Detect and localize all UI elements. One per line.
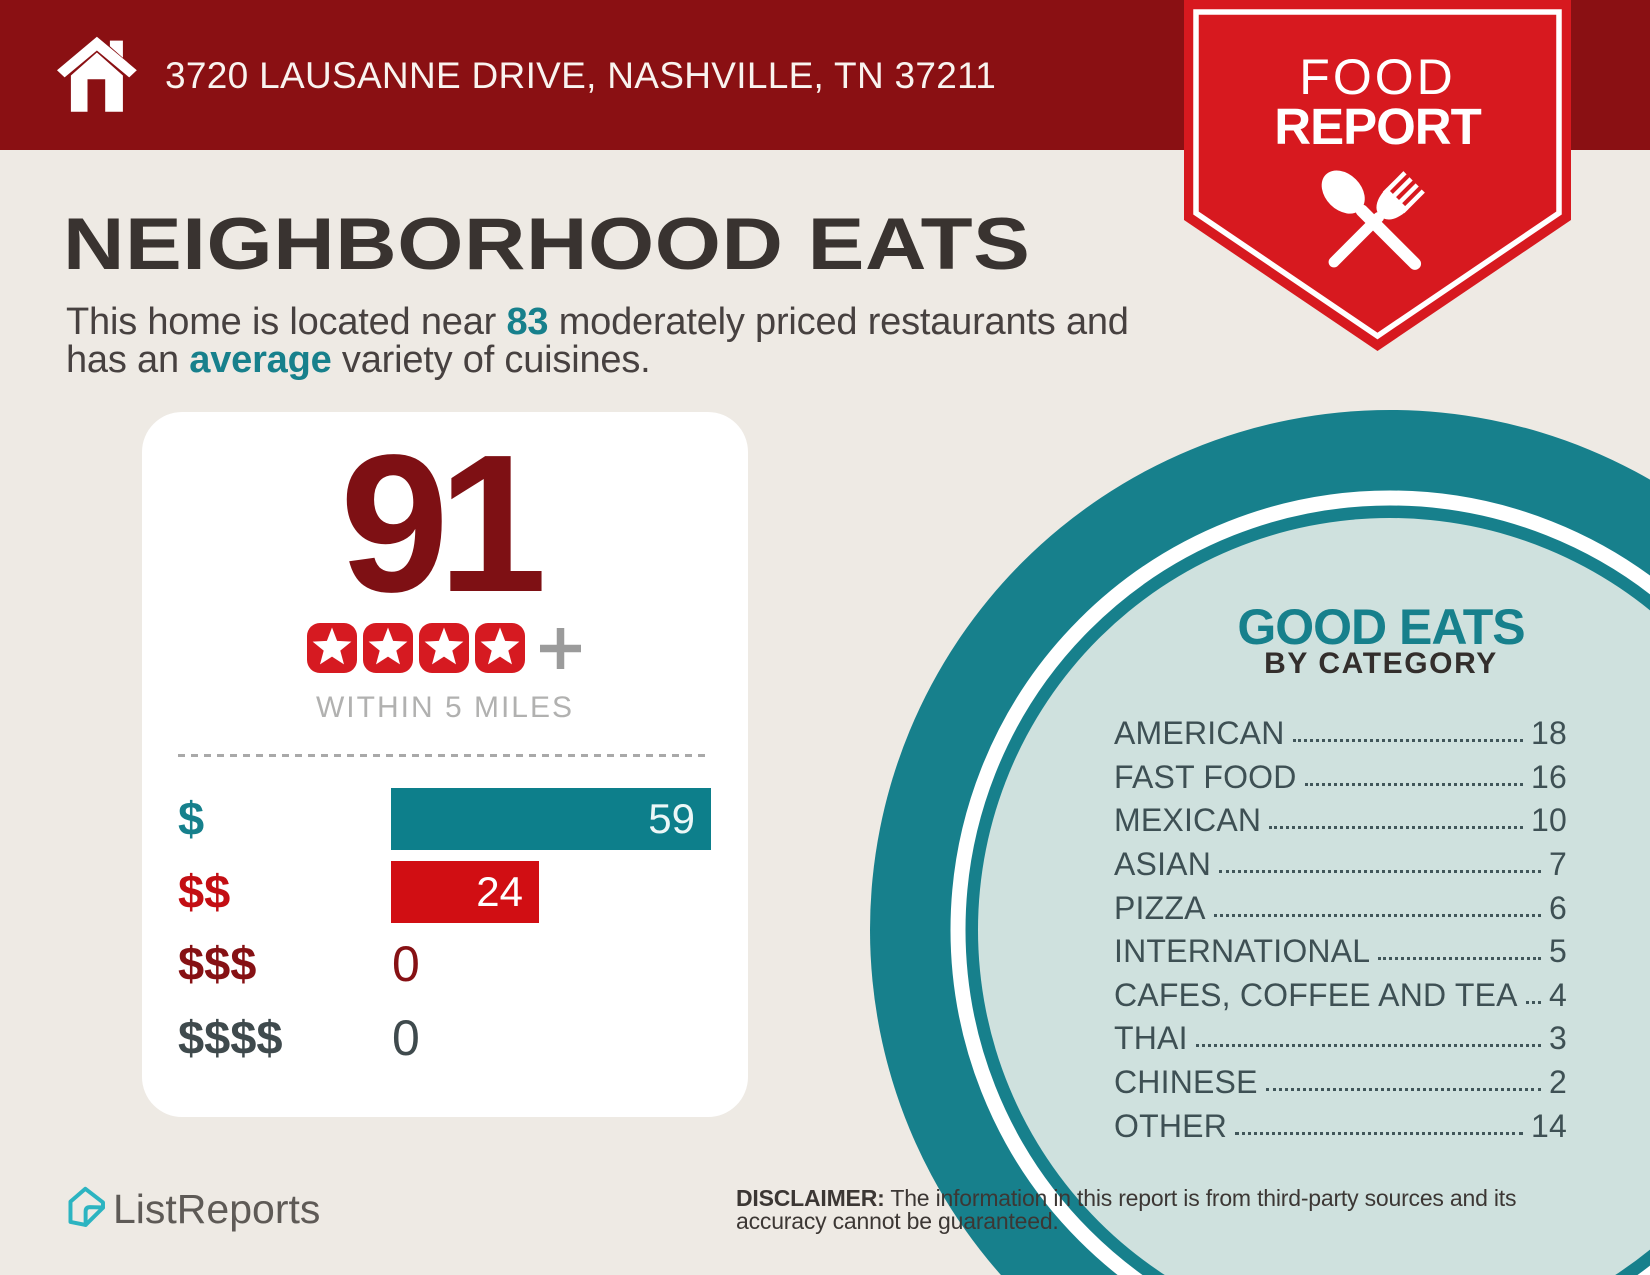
svg-text:FOOD: FOOD bbox=[1299, 49, 1455, 105]
svg-text:REPORT: REPORT bbox=[1274, 98, 1481, 155]
